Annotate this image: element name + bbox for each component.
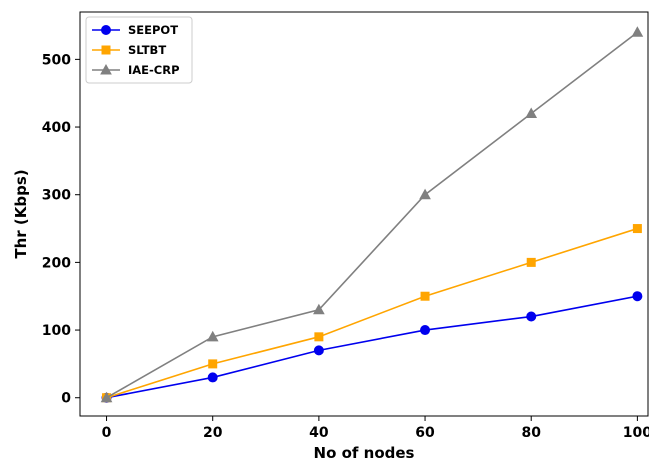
data-point: [100, 391, 113, 403]
data-point: [420, 291, 430, 301]
series-line: [106, 295, 638, 399]
series-seepot: [101, 291, 643, 403]
legend-entry: IAE-CRP: [92, 63, 180, 77]
legend-box: [85, 16, 193, 84]
series-layer: [100, 26, 644, 403]
plot-frame: [79, 11, 649, 417]
legend-label: SEEPOT: [128, 23, 178, 37]
x-tick-label: 60: [415, 425, 435, 441]
data-point: [313, 303, 325, 315]
x-tick-label: 0: [102, 425, 112, 441]
legend-label: IAE-CRP: [128, 63, 180, 77]
data-point: [526, 311, 537, 322]
data-point: [314, 332, 324, 342]
y-tick-label: 400: [42, 120, 71, 136]
y-axis-title: Thr (Kbps): [12, 169, 30, 258]
y-tick-label: 0: [61, 391, 71, 407]
data-point: [420, 325, 431, 336]
legend-entry: SEEPOT: [92, 23, 178, 37]
y-tick-label: 300: [42, 188, 71, 204]
series-line: [106, 227, 638, 399]
x-tick-label: 20: [203, 425, 223, 441]
legend-entry: SLTBT: [92, 43, 166, 57]
data-point: [419, 188, 431, 200]
series-line: [106, 31, 638, 399]
data-point: [206, 330, 219, 342]
x-tick-label: 100: [623, 425, 649, 441]
y-tick-label: 500: [42, 52, 71, 68]
legend-marker: [100, 63, 112, 75]
legend-marker: [101, 25, 111, 35]
x-axis-title: No of nodes: [314, 444, 415, 462]
y-tick-label: 200: [42, 255, 71, 271]
legend-label: SLTBT: [128, 43, 166, 57]
data-point: [207, 372, 218, 383]
data-point: [208, 359, 218, 369]
data-point: [313, 345, 324, 356]
y-tick-label: 100: [42, 323, 71, 339]
legend-marker: [101, 45, 111, 55]
x-tick-label: 40: [309, 425, 329, 441]
data-point: [525, 107, 538, 119]
data-point: [632, 291, 643, 302]
data-point: [526, 257, 536, 267]
data-point: [632, 224, 642, 234]
legend: SEEPOT SLTBT IAE-CRP: [85, 16, 193, 84]
x-tick-label: 80: [521, 425, 541, 441]
axes-layer: 0 20 40 60 80 100 0 100 200 300 400 500: [42, 11, 649, 441]
data-point: [631, 26, 644, 37]
series-iae-crp: [100, 26, 644, 403]
